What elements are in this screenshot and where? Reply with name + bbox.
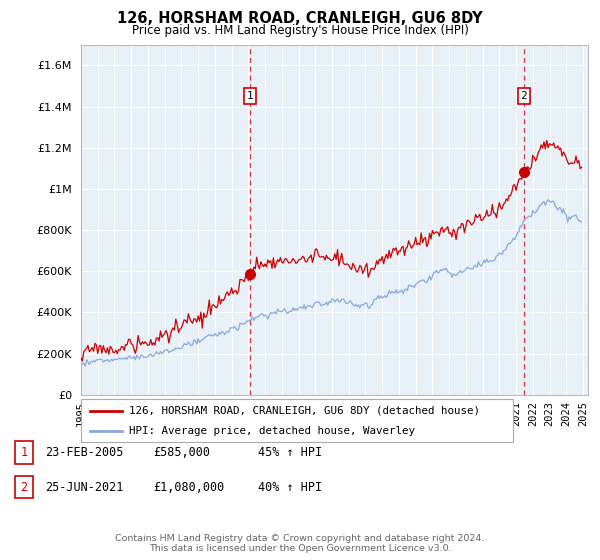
Text: £585,000: £585,000 — [153, 446, 210, 459]
FancyBboxPatch shape — [81, 399, 513, 442]
Text: 1: 1 — [20, 446, 28, 459]
Text: Contains HM Land Registry data © Crown copyright and database right 2024.
This d: Contains HM Land Registry data © Crown c… — [115, 534, 485, 553]
Text: 1: 1 — [247, 91, 254, 101]
Text: £1,080,000: £1,080,000 — [153, 480, 224, 494]
Text: 45% ↑ HPI: 45% ↑ HPI — [258, 446, 322, 459]
Text: 2: 2 — [20, 480, 28, 494]
Text: 25-JUN-2021: 25-JUN-2021 — [45, 480, 124, 494]
Text: 23-FEB-2005: 23-FEB-2005 — [45, 446, 124, 459]
Text: 2: 2 — [521, 91, 527, 101]
Text: 40% ↑ HPI: 40% ↑ HPI — [258, 480, 322, 494]
Text: 126, HORSHAM ROAD, CRANLEIGH, GU6 8DY (detached house): 126, HORSHAM ROAD, CRANLEIGH, GU6 8DY (d… — [128, 406, 479, 416]
Text: 126, HORSHAM ROAD, CRANLEIGH, GU6 8DY: 126, HORSHAM ROAD, CRANLEIGH, GU6 8DY — [117, 11, 483, 26]
Text: HPI: Average price, detached house, Waverley: HPI: Average price, detached house, Wave… — [128, 427, 415, 436]
Text: Price paid vs. HM Land Registry's House Price Index (HPI): Price paid vs. HM Land Registry's House … — [131, 24, 469, 37]
